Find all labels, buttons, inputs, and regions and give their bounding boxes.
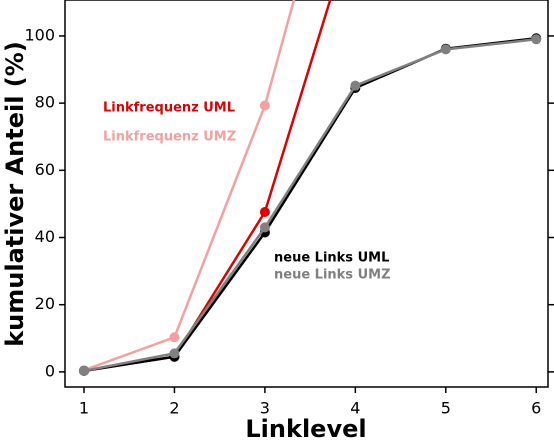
- point: [440, 44, 451, 55]
- point: [350, 80, 361, 91]
- x-tick-label: 6: [531, 399, 541, 418]
- plot-frame: [64, 0, 549, 388]
- legend-label: neue Links UML: [274, 251, 389, 266]
- y-tick-label: 20: [35, 294, 55, 313]
- legend-label: Linkfrequenz UMZ: [103, 130, 236, 145]
- x-tick-label: 5: [441, 399, 451, 418]
- point: [531, 34, 542, 45]
- x-tick-label: 1: [79, 399, 89, 418]
- point: [169, 332, 180, 343]
- point: [169, 348, 180, 359]
- plot-area: [78, 0, 542, 376]
- series-line: [83, 0, 332, 373]
- x-tick-label: 3: [260, 399, 270, 418]
- point: [78, 365, 89, 376]
- y-tick-label: 80: [35, 93, 55, 112]
- x-tick-label: 2: [169, 399, 179, 418]
- x-axis-title: Linklevel: [245, 415, 366, 443]
- point: [259, 222, 270, 233]
- x-tick-label: 4: [350, 399, 360, 418]
- legend-label: Linkfrequenz UML: [103, 101, 235, 116]
- series-line: [83, 38, 537, 373]
- y-tick-label: 60: [35, 160, 55, 179]
- y-tick-label: 0: [45, 361, 55, 380]
- y-tick-label: 100: [24, 25, 55, 44]
- series-line: [83, 37, 537, 373]
- series-line: [83, 0, 296, 372]
- point: [259, 206, 270, 217]
- y-tick-label: 40: [35, 227, 55, 246]
- point: [259, 100, 270, 111]
- legend-label: neue Links UMZ: [274, 268, 391, 283]
- y-axis-title: kumulativer Anteil (%): [1, 41, 29, 347]
